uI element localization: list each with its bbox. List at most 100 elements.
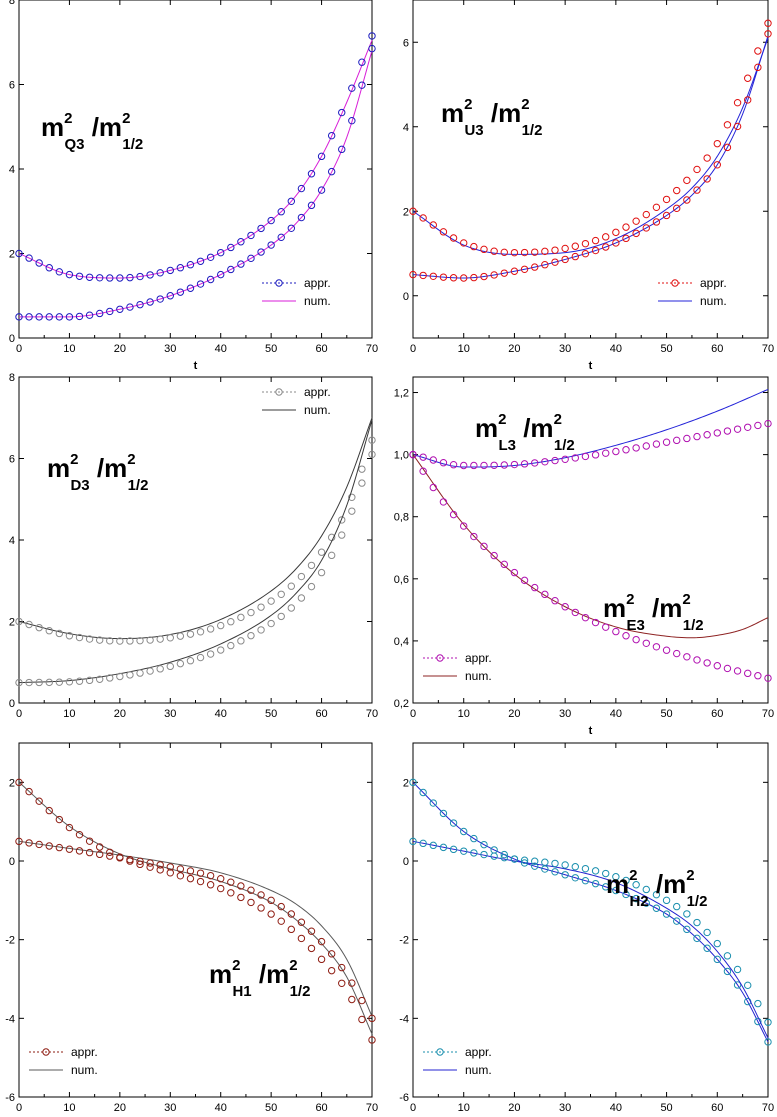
series-appr-point <box>75 830 84 839</box>
series-appr-point <box>35 259 43 267</box>
y-tick-label: 2 <box>9 777 15 789</box>
series-appr-point <box>571 252 579 261</box>
series-appr-point <box>237 882 245 890</box>
series-num-line <box>18 781 373 1035</box>
series-appr-point <box>156 269 164 277</box>
legend-num-label: num. <box>700 294 727 308</box>
series-appr-point <box>754 999 762 1008</box>
series-appr-point <box>733 667 742 675</box>
legend-num-label: num. <box>465 669 492 683</box>
legend-num-label: num. <box>304 294 331 308</box>
series-appr-point <box>673 186 681 195</box>
series-appr-point <box>206 650 215 658</box>
series-appr-point <box>581 613 590 622</box>
x-tick-label: 0 <box>16 708 22 720</box>
series-appr-point <box>156 635 164 643</box>
series-appr-point <box>683 925 691 934</box>
series-appr-point <box>166 869 174 877</box>
series-appr-point <box>166 662 174 671</box>
series-appr-point <box>25 839 33 847</box>
series-appr-point <box>358 996 366 1005</box>
x-tick-label: 30 <box>559 1102 571 1114</box>
series-appr-point <box>409 778 417 787</box>
series-appr-point <box>327 551 336 560</box>
series-appr-point <box>662 438 671 446</box>
series-appr-point <box>612 447 620 456</box>
series-appr-point <box>703 659 711 667</box>
series-appr-point <box>652 203 661 212</box>
series-appr-point <box>612 886 620 895</box>
y-tick-label: 2 <box>403 777 409 789</box>
x-tick-label: 10 <box>458 343 470 355</box>
y-tick-label: 2 <box>9 617 15 629</box>
series-appr-point <box>591 879 600 888</box>
series-appr-point <box>358 81 366 89</box>
series-appr-point <box>591 867 600 875</box>
series-appr-point <box>541 458 549 466</box>
series-appr-point <box>136 272 144 281</box>
series-appr-point <box>581 452 590 461</box>
x-tick-label: 60 <box>711 1102 723 1114</box>
series-appr-point <box>510 855 519 863</box>
series-appr-point <box>561 255 569 264</box>
legend-appr-label: appr. <box>465 1045 492 1059</box>
series-appr-point <box>176 264 185 272</box>
series-appr-point <box>439 228 448 236</box>
x-axis-title: t <box>194 360 198 372</box>
series-appr-point <box>257 891 265 899</box>
series-appr-point <box>45 678 53 687</box>
series-appr-point <box>327 950 336 958</box>
series-appr-point <box>35 313 43 321</box>
series-appr-point <box>642 210 650 219</box>
series-appr-point <box>358 479 366 487</box>
series-appr-point <box>136 669 144 677</box>
series-appr-point <box>662 646 671 654</box>
legend-appr-marker <box>671 279 679 287</box>
series-appr-point <box>368 450 376 459</box>
legend-appr-marker <box>275 279 283 287</box>
y-tick-label: 0 <box>9 333 15 345</box>
series-appr-point <box>106 637 114 645</box>
series-appr-point <box>520 460 529 468</box>
series-num-line <box>412 781 769 1043</box>
series-appr-point <box>439 809 448 818</box>
series-appr-point <box>106 674 114 682</box>
series-appr-point <box>277 233 285 242</box>
series-appr-point <box>490 852 498 860</box>
legend-appr-label: appr. <box>304 276 331 290</box>
series-appr-point <box>65 313 74 321</box>
series-appr-point <box>25 620 33 629</box>
series-appr-point <box>338 516 346 524</box>
series-appr-point <box>754 421 762 430</box>
legend-appr-label: appr. <box>304 385 331 399</box>
x-tick-label: 50 <box>265 343 277 355</box>
series-appr-point <box>85 676 94 685</box>
series-appr-point <box>176 288 185 296</box>
series-appr-point <box>693 934 701 943</box>
y-tick-label: 4 <box>9 164 15 176</box>
series-appr-point <box>317 186 326 194</box>
series-appr-point <box>429 799 437 807</box>
series-appr-point <box>257 626 265 634</box>
series-appr-point <box>126 273 134 282</box>
series-appr-point <box>429 272 437 280</box>
series-appr-point <box>146 271 154 279</box>
legend-appr-label: appr. <box>465 651 492 665</box>
series-appr-point <box>338 979 346 987</box>
series-appr-point <box>146 667 154 675</box>
series-appr-point <box>368 44 376 53</box>
series-appr-point <box>35 840 43 849</box>
series-appr-point <box>136 860 144 869</box>
series-appr-point <box>429 456 437 464</box>
series-appr-point <box>500 850 508 859</box>
x-tick-label: 70 <box>366 1102 378 1114</box>
y-tick-label: 0 <box>9 856 15 868</box>
series-appr-point <box>561 861 569 869</box>
series-appr-point <box>166 863 174 871</box>
series-appr-point <box>683 653 691 661</box>
panel-label-h1: m2 H1 /m2 1/2 <box>209 957 310 1000</box>
series-appr-point <box>85 837 94 845</box>
series-appr-point <box>75 677 84 685</box>
series-appr-point <box>95 309 104 318</box>
panel-label-u3: m2 U3 /m2 1/2 <box>441 96 542 139</box>
